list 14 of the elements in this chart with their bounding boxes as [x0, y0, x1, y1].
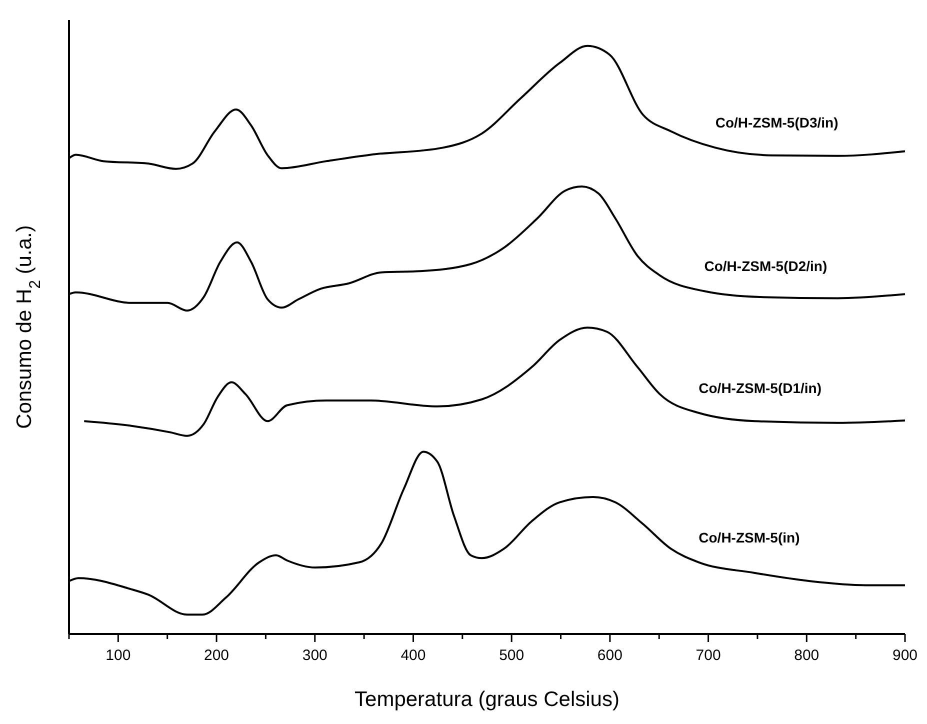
- x-tick-label: 400: [400, 647, 426, 664]
- series-label: Co/H-ZSM-5(D1/in): [698, 380, 822, 396]
- x-tick-label: 900: [892, 647, 918, 664]
- series-label: Co/H-ZSM-5(D3/in): [715, 114, 838, 131]
- series-label: Co/H-ZSM-5(in): [698, 529, 800, 546]
- series-label: Co/H-ZSM-5(D2/in): [704, 258, 828, 274]
- x-tick-label: 800: [794, 647, 820, 664]
- x-axis-title: Temperatura (graus Celsius): [354, 688, 620, 711]
- x-tick-label: 600: [597, 647, 622, 664]
- x-tick-label: 500: [499, 647, 524, 664]
- x-tick-label: 100: [106, 647, 131, 664]
- x-tick-label: 700: [696, 647, 721, 664]
- x-tick-label: 300: [302, 647, 328, 664]
- x-tick-label: 200: [204, 647, 230, 664]
